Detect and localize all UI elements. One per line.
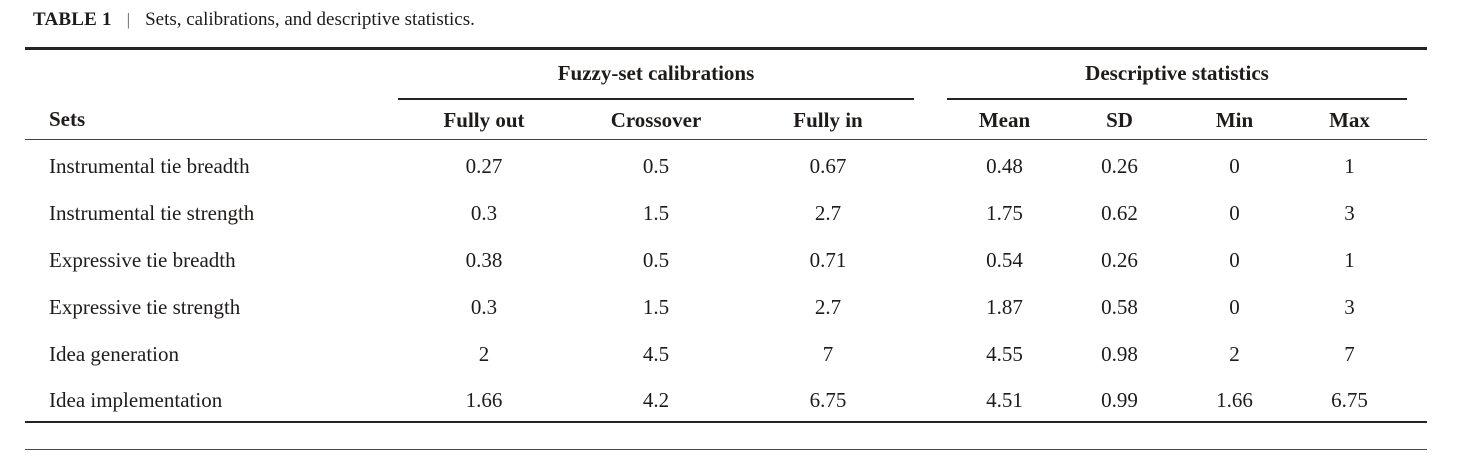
caption-text: Sets, calibrations, and descriptive stat… xyxy=(145,9,475,30)
cell-tail xyxy=(1407,375,1427,422)
cell-sd: 0.98 xyxy=(1101,341,1138,366)
table-caption: TABLE 1 | Sets, calibrations, and descri… xyxy=(25,9,1427,35)
cell-fully-in: 2.7 xyxy=(814,294,842,319)
cell-fully-out: 0.38 xyxy=(465,247,503,272)
data-table: Fuzzy-set calibrations Descriptive stati… xyxy=(25,47,1428,423)
cell-fully-in: 0.67 xyxy=(809,153,847,178)
cell-fully-out: 2 xyxy=(478,341,490,366)
cell-min: 0 xyxy=(1229,247,1240,272)
cell-set: Instrumental tie strength xyxy=(49,200,255,225)
group-header-calibrations: Fuzzy-set calibrations xyxy=(398,48,914,100)
cell-max: 6.75 xyxy=(1331,388,1368,412)
bottom-rule xyxy=(25,448,1427,450)
cell-crossover: 4.2 xyxy=(642,388,670,412)
col-header-tail xyxy=(1407,98,1428,140)
cell-fully-out: 0.3 xyxy=(470,200,498,225)
cell-tail xyxy=(1407,140,1427,187)
group-header-empty xyxy=(25,49,398,99)
cell-crossover: 4.5 xyxy=(642,341,670,366)
cell-sd: 0.62 xyxy=(1101,200,1138,225)
cell-min: 0 xyxy=(1229,200,1240,225)
cell-gap xyxy=(914,375,947,422)
cell-mean: 0.54 xyxy=(986,247,1023,272)
cell-sd: 0.58 xyxy=(1101,294,1138,319)
cell-crossover: 0.5 xyxy=(642,247,670,272)
col-header-mean: Mean xyxy=(947,98,1062,140)
group-header-statistics: Descriptive statistics xyxy=(947,48,1408,100)
group-gap xyxy=(914,49,947,99)
cell-mean: 0.48 xyxy=(986,153,1023,178)
cell-sd: 0.26 xyxy=(1101,153,1138,178)
cell-fully-out: 0.3 xyxy=(470,294,498,319)
cell-gap xyxy=(914,187,947,234)
cell-crossover: 1.5 xyxy=(642,200,670,225)
col-header-gap xyxy=(914,98,947,140)
cell-tail xyxy=(1407,281,1427,328)
cell-set: Idea implementation xyxy=(49,388,223,412)
cell-fully-in: 7 xyxy=(822,341,834,366)
cell-fully-out: 1.66 xyxy=(465,388,503,412)
cell-gap xyxy=(914,234,947,281)
cell-mean: 4.55 xyxy=(986,341,1023,366)
col-header-fully-in: Fully in xyxy=(742,98,914,140)
cell-tail xyxy=(1407,234,1427,281)
cell-fully-in: 0.71 xyxy=(809,247,847,272)
cell-max: 3 xyxy=(1344,294,1355,319)
col-header-min: Min xyxy=(1177,98,1292,140)
cell-max: 3 xyxy=(1344,200,1355,225)
col-header-crossover: Crossover xyxy=(570,98,742,140)
table-row: Idea implementation 1.66 4.2 6.75 4.51 0… xyxy=(25,375,1427,422)
col-header-max: Max xyxy=(1292,98,1408,140)
table-number: TABLE 1 xyxy=(33,9,112,30)
cell-sd: 0.26 xyxy=(1101,247,1138,272)
cell-crossover: 0.5 xyxy=(642,153,670,178)
caption-separator: | xyxy=(126,10,131,29)
cell-set: Expressive tie breadth xyxy=(49,247,236,272)
cell-max: 1 xyxy=(1344,153,1355,178)
group-header-row: Fuzzy-set calibrations Descriptive stati… xyxy=(25,48,1427,100)
cell-max: 1 xyxy=(1344,247,1355,272)
group-tail xyxy=(1407,49,1427,99)
cell-min: 0 xyxy=(1229,153,1240,178)
cell-gap xyxy=(914,281,947,328)
cell-gap xyxy=(914,140,947,187)
cell-tail xyxy=(1407,328,1427,375)
cell-max: 7 xyxy=(1344,341,1355,366)
cell-min: 0 xyxy=(1229,294,1240,319)
cell-min: 1.66 xyxy=(1216,388,1253,412)
table-row: Idea generation 2 4.5 7 4.55 0.98 2 7 xyxy=(25,328,1427,375)
cell-set: Idea generation xyxy=(49,341,180,366)
cell-mean: 1.87 xyxy=(986,294,1023,319)
col-header-sets: Sets xyxy=(25,98,398,140)
table-row: Instrumental tie strength 0.3 1.5 2.7 1.… xyxy=(25,187,1427,234)
column-header-row: Sets Fully out Crossover Fully in Mean S… xyxy=(25,98,1428,140)
table-row: Instrumental tie breadth 0.27 0.5 0.67 0… xyxy=(25,140,1427,187)
cell-gap xyxy=(914,328,947,375)
cell-crossover: 1.5 xyxy=(642,294,670,319)
cell-mean: 1.75 xyxy=(986,200,1023,225)
cell-min: 2 xyxy=(1229,341,1240,366)
cell-fully-in: 2.7 xyxy=(814,200,842,225)
cell-set: Expressive tie strength xyxy=(49,294,241,319)
cell-fully-out: 0.27 xyxy=(465,153,503,178)
col-header-fully-out: Fully out xyxy=(398,98,570,140)
table-row: Expressive tie strength 0.3 1.5 2.7 1.87… xyxy=(25,281,1427,328)
cell-tail xyxy=(1407,187,1427,234)
cell-fully-in: 6.75 xyxy=(809,388,847,412)
table-row: Expressive tie breadth 0.38 0.5 0.71 0.5… xyxy=(25,234,1427,281)
col-header-sd: SD xyxy=(1062,98,1177,140)
cell-sd: 0.99 xyxy=(1101,388,1138,412)
cell-set: Instrumental tie breadth xyxy=(49,153,250,178)
cell-mean: 4.51 xyxy=(986,388,1023,412)
